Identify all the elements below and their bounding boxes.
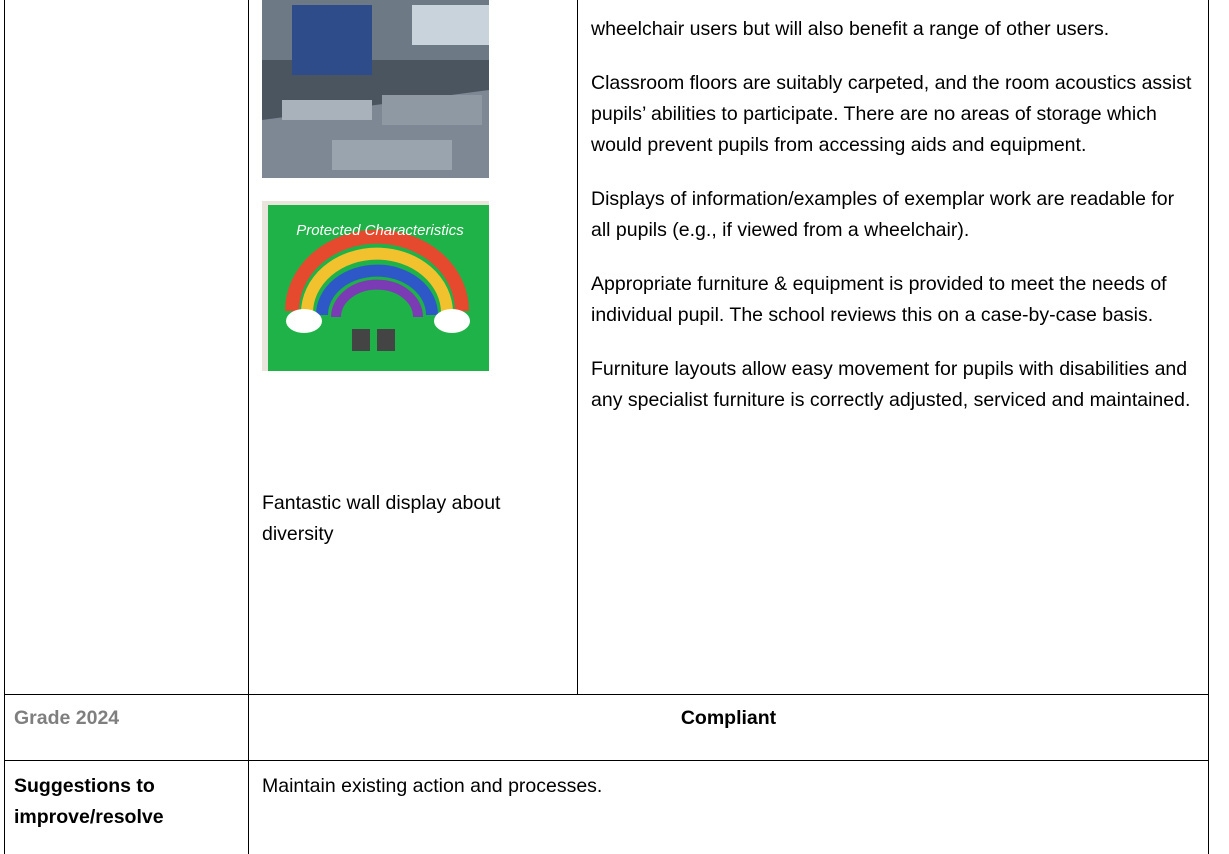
paragraph: Classroom floors are suitably carpeted, …: [591, 72, 1192, 156]
grade-value: Compliant: [680, 707, 777, 729]
suggestions-value: Maintain existing action and processes.: [262, 775, 603, 797]
border: [4, 760, 1209, 761]
border: [577, 0, 578, 694]
paragraph: Displays of information/examples of exem…: [591, 188, 1175, 241]
border: [248, 0, 249, 854]
paragraph: wheelchair users but will also benefit a…: [591, 18, 1110, 40]
border: [4, 694, 1209, 695]
paragraph: Appropriate furniture & equipment is pro…: [591, 273, 1167, 326]
paragraph: Furniture layouts allow easy movement fo…: [591, 358, 1191, 411]
border: [4, 0, 5, 854]
wall-display-photo: Protected Characteristics: [262, 201, 489, 371]
classroom-photo: [262, 0, 489, 178]
caption: Fantastic wall display about diversity: [262, 492, 501, 545]
suggestions-label: Suggestions to improve/resolve: [14, 775, 164, 828]
border: [1208, 0, 1209, 854]
photo-text: Protected Characteristics: [296, 222, 464, 239]
grade-label: Grade 2024: [14, 707, 120, 729]
description: wheelchair users but will also benefit a…: [591, 14, 1196, 439]
